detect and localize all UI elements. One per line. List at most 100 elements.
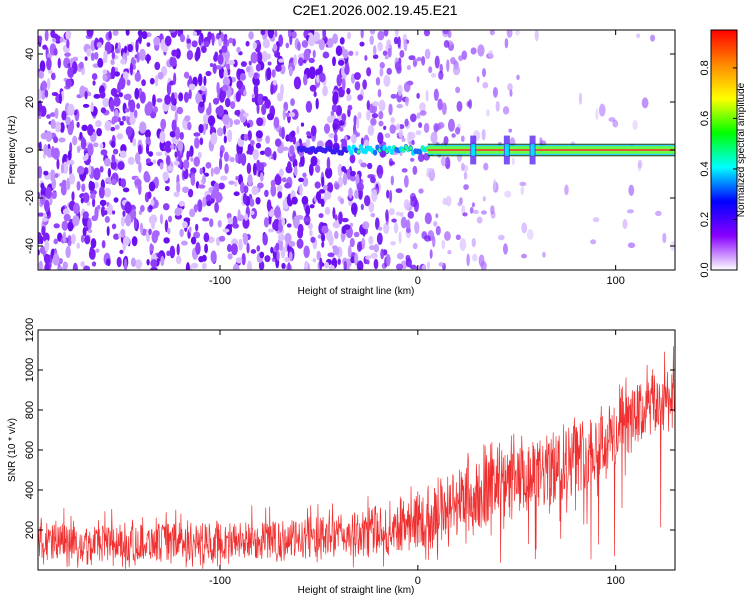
noise-blob bbox=[415, 130, 422, 136]
noise-blob bbox=[458, 55, 464, 62]
noise-blob bbox=[377, 41, 383, 52]
noise-blob bbox=[502, 243, 508, 255]
noise-blob bbox=[183, 71, 190, 79]
noise-blob bbox=[272, 43, 278, 52]
noise-blob bbox=[210, 167, 214, 177]
noise-blob bbox=[370, 176, 376, 184]
noise-blob bbox=[148, 228, 152, 236]
noise-blob bbox=[46, 114, 51, 119]
noise-blob bbox=[136, 102, 141, 109]
noise-blob bbox=[214, 51, 219, 59]
noise-blob bbox=[87, 143, 94, 156]
snr-y-tick-label: 1000 bbox=[24, 358, 36, 382]
noise-blob bbox=[205, 161, 212, 169]
noise-blob bbox=[372, 45, 377, 56]
signal-blob bbox=[372, 149, 378, 156]
noise-blob bbox=[193, 132, 201, 137]
noise-blob bbox=[171, 49, 178, 57]
noise-blob bbox=[632, 119, 638, 131]
noise-blob bbox=[321, 225, 329, 234]
noise-blob bbox=[122, 210, 126, 217]
noise-blob bbox=[40, 194, 46, 205]
noise-blob bbox=[296, 214, 304, 221]
noise-blob bbox=[291, 31, 297, 39]
noise-blob bbox=[489, 30, 495, 36]
noise-blob bbox=[228, 37, 234, 44]
noise-blob bbox=[202, 174, 206, 185]
noise-blob bbox=[178, 200, 185, 207]
noise-blob bbox=[261, 104, 267, 116]
noise-blob bbox=[95, 120, 102, 128]
noise-blob bbox=[165, 155, 171, 166]
noise-blob bbox=[80, 197, 84, 204]
snr-y-tick-label: 200 bbox=[24, 521, 36, 539]
noise-blob bbox=[424, 212, 432, 225]
noise-blob bbox=[377, 30, 385, 41]
noise-blob bbox=[235, 257, 243, 264]
noise-blob bbox=[441, 102, 447, 115]
noise-blob bbox=[132, 137, 137, 147]
noise-blob bbox=[46, 57, 52, 71]
noise-blob bbox=[334, 182, 340, 190]
noise-blob bbox=[94, 181, 99, 189]
noise-blob bbox=[384, 55, 389, 60]
noise-blob bbox=[360, 162, 368, 168]
colorbar-label: Normalized spectral amplitude bbox=[736, 82, 747, 217]
noise-blob bbox=[447, 118, 455, 132]
noise-blob bbox=[181, 186, 190, 193]
noise-blob bbox=[460, 162, 465, 172]
noise-blob bbox=[88, 180, 94, 192]
noise-blob bbox=[96, 41, 102, 49]
noise-blob bbox=[60, 163, 65, 174]
noise-blob bbox=[308, 35, 316, 47]
noise-blob bbox=[472, 209, 479, 215]
noise-blob bbox=[80, 234, 85, 243]
noise-blob bbox=[54, 173, 59, 178]
noise-blob bbox=[83, 265, 90, 270]
noise-blob bbox=[433, 88, 439, 101]
noise-blob bbox=[164, 140, 172, 153]
noise-blob bbox=[170, 57, 177, 67]
noise-blob bbox=[227, 59, 235, 66]
noise-blob bbox=[437, 121, 445, 129]
noise-blob bbox=[365, 259, 370, 265]
snr-x-tick-label: 100 bbox=[606, 575, 624, 587]
noise-blob bbox=[213, 166, 221, 175]
noise-blob bbox=[38, 111, 42, 116]
noise-blob bbox=[253, 72, 258, 78]
noise-blob bbox=[64, 52, 71, 57]
noise-blob bbox=[379, 62, 385, 69]
noise-blob bbox=[222, 228, 230, 233]
noise-blob bbox=[332, 33, 339, 45]
noise-blob bbox=[346, 168, 352, 181]
noise-blob bbox=[134, 87, 140, 100]
noise-blob bbox=[332, 221, 341, 229]
noise-blob bbox=[40, 182, 45, 190]
noise-blob bbox=[274, 30, 278, 38]
noise-blob bbox=[81, 183, 86, 192]
noise-blob bbox=[193, 156, 200, 167]
noise-blob bbox=[62, 161, 69, 174]
noise-blob bbox=[506, 30, 513, 38]
noise-blob bbox=[460, 135, 465, 143]
noise-blob bbox=[162, 171, 169, 182]
noise-blob bbox=[224, 97, 231, 108]
noise-blob bbox=[423, 30, 431, 37]
noise-blob bbox=[65, 78, 72, 88]
noise-blob bbox=[349, 154, 356, 164]
noise-blob bbox=[348, 50, 354, 56]
noise-blob bbox=[177, 140, 184, 152]
noise-blob bbox=[356, 117, 360, 129]
noise-blob bbox=[267, 113, 275, 121]
noise-blob bbox=[255, 142, 262, 149]
noise-blob bbox=[119, 249, 124, 255]
noise-blob bbox=[46, 78, 51, 90]
noise-blob bbox=[114, 71, 120, 77]
noise-blob bbox=[290, 130, 296, 138]
noise-blob bbox=[396, 104, 404, 109]
noise-blob bbox=[259, 150, 266, 156]
noise-blob bbox=[246, 242, 250, 254]
noise-blob bbox=[233, 191, 240, 197]
noise-blob bbox=[166, 82, 172, 96]
noise-blob bbox=[349, 174, 356, 182]
